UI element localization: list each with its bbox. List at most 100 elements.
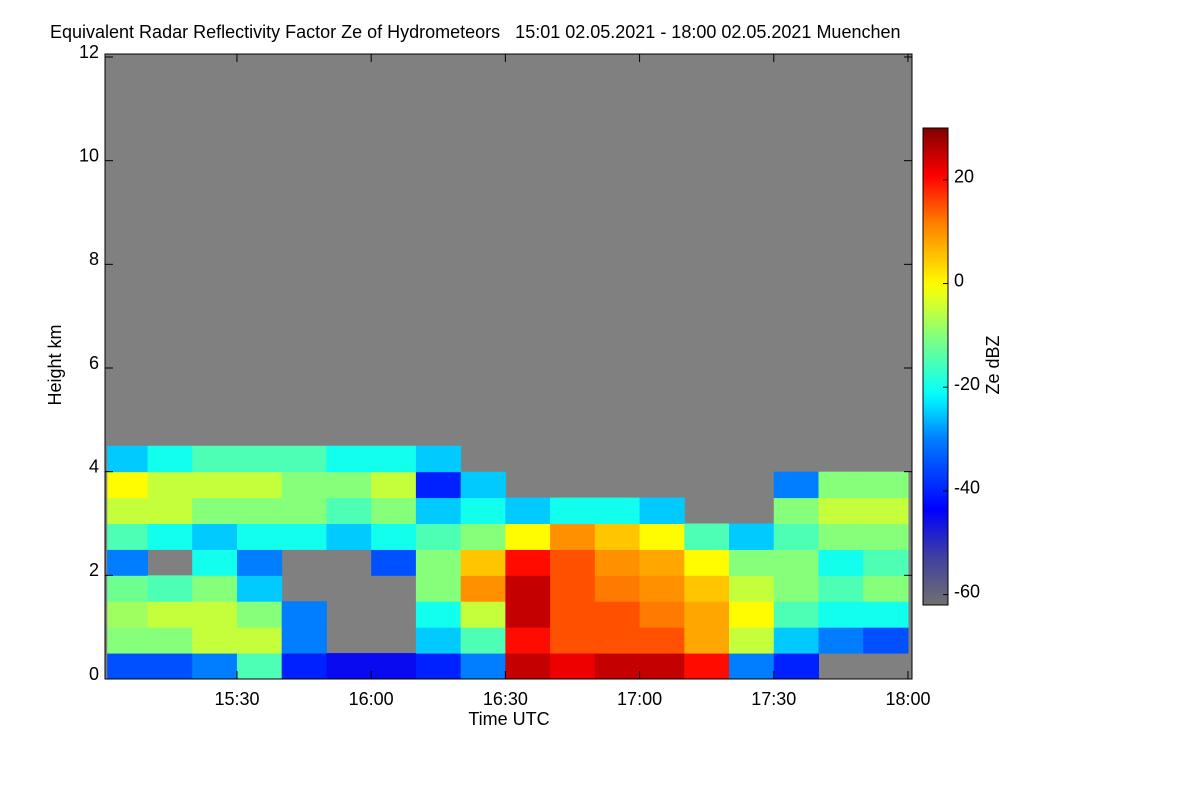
colorbar-tick-label: -20 — [954, 374, 980, 394]
colorbar-tick-label: -40 — [954, 478, 980, 498]
heatmap-cell — [236, 549, 283, 576]
heatmap-cell — [460, 575, 506, 602]
heatmap-cell — [818, 575, 864, 602]
heatmap-cell — [550, 601, 596, 628]
heatmap-cell — [773, 497, 820, 524]
heatmap-cell — [326, 653, 372, 680]
heatmap-cell — [107, 653, 148, 680]
heatmap-cell — [236, 497, 283, 524]
heatmap-cell — [863, 549, 909, 576]
y-tick-label: 10 — [79, 145, 99, 165]
heatmap-cell — [415, 549, 462, 576]
heatmap-cell — [639, 601, 685, 628]
heatmap-cell — [594, 549, 641, 576]
heatmap-cell — [281, 627, 327, 654]
heatmap-cell — [236, 627, 283, 654]
heatmap-cell — [773, 523, 820, 550]
heatmap-cell — [639, 627, 685, 654]
heatmap-cell — [818, 601, 864, 628]
heatmap-cell — [594, 575, 641, 602]
heatmap-cell — [594, 497, 641, 524]
heatmap-cell — [147, 497, 193, 524]
heatmap-cell — [460, 549, 506, 576]
heatmap-cell — [550, 549, 596, 576]
heatmap-cell — [415, 627, 462, 654]
heatmap-cell — [281, 445, 327, 473]
colorbar-tick-label: 0 — [954, 270, 964, 290]
heatmap-cell — [107, 627, 148, 654]
heatmap-cell — [773, 601, 820, 628]
heatmap-cell — [192, 471, 238, 499]
y-tick-label: 0 — [89, 664, 99, 684]
heatmap-cell — [415, 471, 462, 499]
heatmap-cell — [107, 445, 148, 473]
heatmap-cell — [550, 653, 596, 680]
heatmap-cell — [639, 653, 685, 680]
heatmap-cell — [107, 497, 148, 524]
y-tick-label: 4 — [89, 456, 99, 476]
heatmap-cell — [684, 523, 730, 550]
plot-frame — [104, 53, 913, 680]
heatmap-cell — [147, 575, 193, 602]
heatmap-cell — [236, 445, 283, 473]
heatmap-cell — [147, 601, 193, 628]
heatmap-cell — [107, 549, 148, 576]
heatmap-cell — [371, 445, 417, 473]
x-tick-label: 18:00 — [885, 689, 930, 709]
heatmap-cell — [281, 653, 327, 680]
heatmap-cell — [147, 627, 193, 654]
heatmap-cell — [192, 445, 238, 473]
heatmap-cell — [460, 601, 506, 628]
heatmap-cell — [415, 523, 462, 550]
heatmap-cell — [729, 653, 775, 680]
heatmap-cell — [773, 575, 820, 602]
y-tick-label: 6 — [89, 353, 99, 373]
heatmap-cell — [460, 523, 506, 550]
heatmap-cell — [326, 497, 372, 524]
heatmap-cell — [415, 497, 462, 524]
heatmap-cell — [415, 575, 462, 602]
heatmap-cell — [729, 575, 775, 602]
x-tick-label: 16:00 — [349, 689, 394, 709]
heatmap-cell — [107, 471, 148, 499]
heatmap-cell — [147, 653, 193, 680]
heatmap-cell — [107, 523, 148, 550]
heatmap-cell — [147, 471, 193, 499]
x-tick-label: 16:30 — [483, 689, 528, 709]
heatmap-cell — [863, 471, 909, 499]
colorbar-tick-label: -60 — [954, 581, 980, 601]
heatmap-cell — [192, 523, 238, 550]
y-tick-label: 8 — [89, 249, 99, 269]
heatmap-cell — [594, 601, 641, 628]
heatmap-cell — [415, 445, 462, 473]
heatmap-cell — [729, 627, 775, 654]
heatmap-cell — [460, 471, 506, 499]
heatmap-cell — [684, 601, 730, 628]
heatmap-cell — [147, 445, 193, 473]
heatmap-cell — [415, 601, 462, 628]
heatmap-cell — [863, 575, 909, 602]
heatmap-cell — [550, 627, 596, 654]
x-tick-label: 17:00 — [617, 689, 662, 709]
heatmap-cell — [505, 601, 551, 628]
heatmap-cell — [639, 549, 685, 576]
heatmap-cell — [684, 627, 730, 654]
heatmap-cell — [415, 653, 462, 680]
heatmap-cell — [281, 471, 327, 499]
heatmap-cell — [863, 627, 909, 654]
heatmap-cell — [818, 627, 864, 654]
heatmap-cell — [236, 523, 283, 550]
heatmap-cell — [460, 627, 506, 654]
heatmap-cell — [326, 445, 372, 473]
heatmap-cell — [505, 627, 551, 654]
colorbar-tick-label: 20 — [954, 167, 974, 187]
heatmap-cell — [281, 523, 327, 550]
heatmap-cell — [594, 627, 641, 654]
heatmap-cell — [773, 471, 820, 499]
heatmap-cell — [236, 653, 283, 680]
x-axis-label: Time UTC — [468, 709, 549, 729]
heatmap-cell — [236, 575, 283, 602]
y-tick-label: 2 — [89, 560, 99, 580]
chart-title: Equivalent Radar Reflectivity Factor Ze … — [50, 22, 901, 42]
